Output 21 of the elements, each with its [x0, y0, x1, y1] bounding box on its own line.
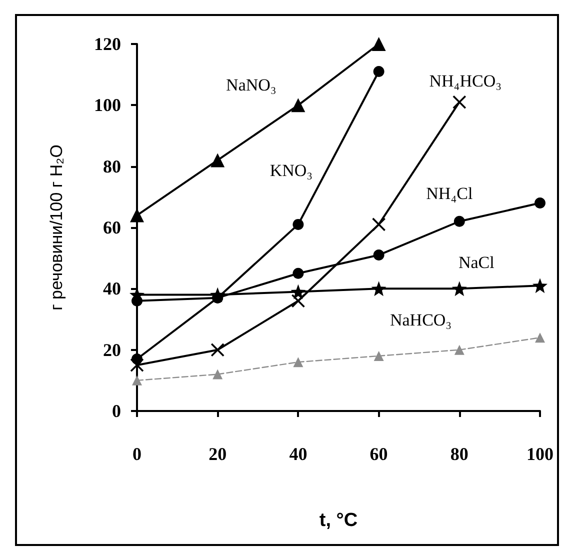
series-label: NaHCO₃ [390, 310, 452, 330]
series-label: NaNO₃ [226, 76, 276, 95]
y-tick-label: 0 [112, 401, 121, 421]
x-axis-title: t, °C [319, 510, 358, 531]
x-tick-label: 100 [526, 444, 554, 464]
y-tick-label: 40 [103, 278, 121, 299]
y-tick-label: 100 [94, 95, 121, 116]
x-tick-label: 80 [450, 444, 468, 464]
y-tick-label: 80 [103, 156, 121, 176]
series-label: KNO₃ [270, 160, 313, 180]
x-tick-label: 40 [289, 444, 308, 464]
y-axis-title: г речовини/100 г H₂O [47, 144, 66, 310]
y-tick-label: 20 [103, 340, 121, 360]
series-label: NaCl [458, 253, 495, 272]
y-tick-label: 120 [94, 34, 121, 54]
series-label: NH₄HCO₃ [429, 72, 502, 91]
x-tick-label: 60 [370, 444, 388, 464]
series-label: NH₄Cl [426, 184, 473, 203]
y-tick-label: 60 [103, 218, 121, 238]
x-tick-label: 20 [208, 444, 227, 464]
x-tick-label: 0 [132, 444, 142, 464]
